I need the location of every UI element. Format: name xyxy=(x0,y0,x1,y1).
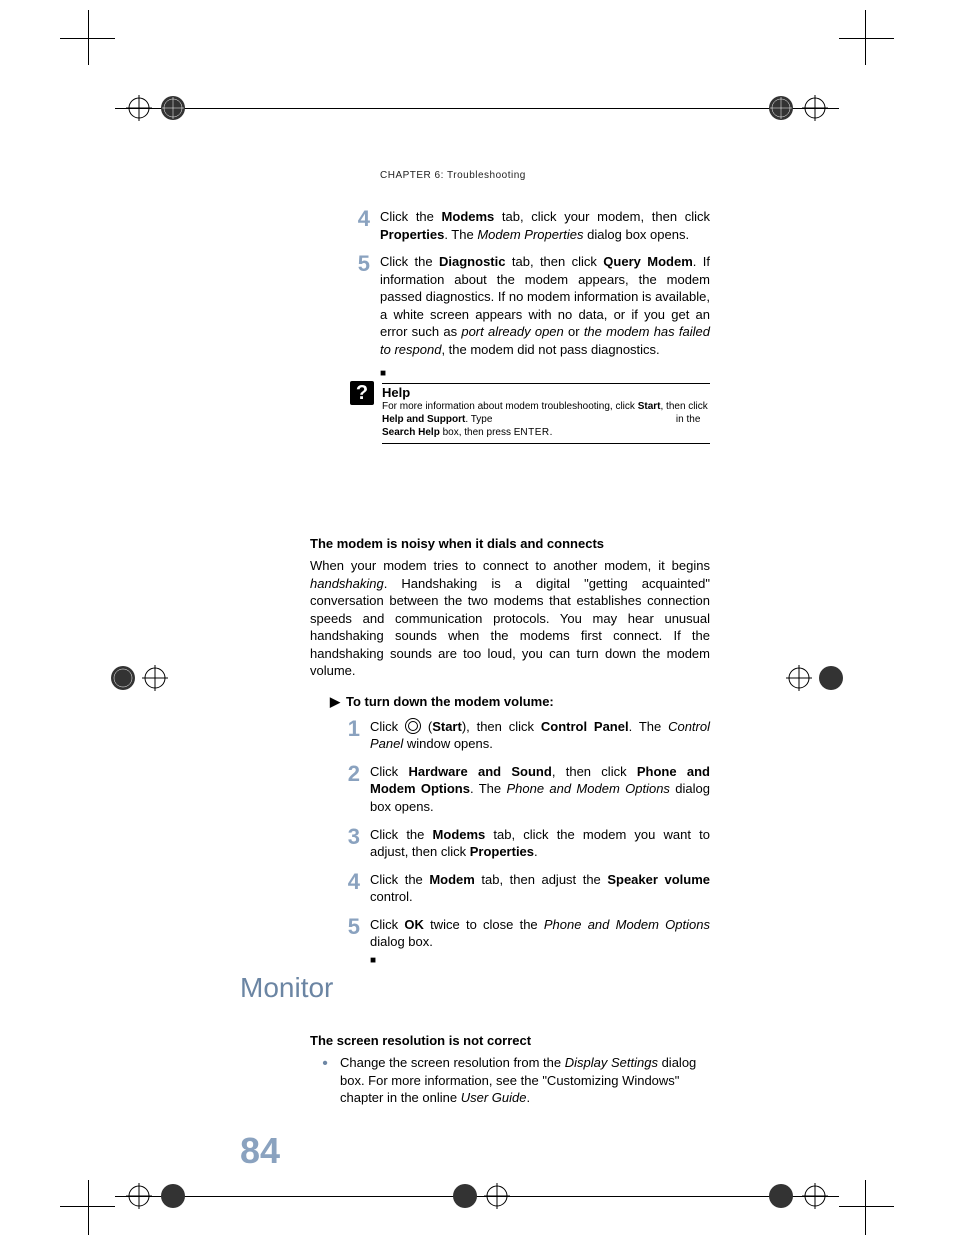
procedure-heading: ▶ To turn down the modem volume: xyxy=(330,694,710,710)
step-text: Click the Modems tab, click your modem, … xyxy=(380,208,710,243)
step: 1Click (Start), then click Control Panel… xyxy=(330,718,710,753)
register-target-icon xyxy=(110,665,136,691)
register-target-icon xyxy=(484,1183,510,1209)
help-box: ? Help For more information about modem … xyxy=(380,383,710,444)
step-number: 2 xyxy=(330,763,370,816)
end-procedure-icon: ■ xyxy=(370,955,710,966)
steps-block-a: 4Click the Modems tab, click your modem,… xyxy=(340,208,710,454)
step-number: 3 xyxy=(330,826,370,861)
step-number: 4 xyxy=(340,208,380,243)
step-number: 1 xyxy=(330,718,370,753)
register-target-icon xyxy=(818,665,844,691)
step-number: 5 xyxy=(330,916,370,951)
step-text: Click Hardware and Sound, then click Pho… xyxy=(370,763,710,816)
step: 3Click the Modems tab, click the modem y… xyxy=(330,826,710,861)
step: 4Click the Modem tab, then adjust the Sp… xyxy=(330,871,710,906)
register-target-icon xyxy=(786,665,812,691)
step-text: Click the Modem tab, then adjust the Spe… xyxy=(370,871,710,906)
section-title-monitor: Monitor xyxy=(240,972,333,1004)
register-target-icon xyxy=(160,95,186,121)
register-target-icon xyxy=(126,95,152,121)
crop-mark-tl xyxy=(60,10,130,80)
bullet-icon: • xyxy=(310,1054,340,1107)
help-title: Help xyxy=(382,383,710,400)
register-line-top xyxy=(115,108,839,109)
sub-heading-modem-noisy: The modem is noisy when it dials and con… xyxy=(310,536,710,551)
register-target-icon xyxy=(160,1183,186,1209)
end-procedure-icon: ■ xyxy=(380,368,710,379)
steps-block-b: 1Click (Start), then click Control Panel… xyxy=(330,718,710,951)
page-number: 84 xyxy=(240,1130,280,1172)
step-number: 5 xyxy=(340,253,380,358)
step: 2Click Hardware and Sound, then click Ph… xyxy=(330,763,710,816)
triangle-right-icon: ▶ xyxy=(330,694,340,710)
bullet-text: Change the screen resolution from the Di… xyxy=(340,1054,710,1107)
register-target-icon xyxy=(802,95,828,121)
step-text: Click OK twice to close the Phone and Mo… xyxy=(370,916,710,951)
chapter-title: : Troubleshooting xyxy=(441,170,526,181)
register-target-icon xyxy=(768,1183,794,1209)
step: 5Click the Diagnostic tab, then click Qu… xyxy=(340,253,710,358)
register-target-icon xyxy=(142,665,168,691)
bullet-item: • Change the screen resolution from the … xyxy=(310,1054,710,1107)
register-target-icon xyxy=(126,1183,152,1209)
monitor-section: The screen resolution is not correct • C… xyxy=(310,1033,710,1107)
step: 4Click the Modems tab, click your modem,… xyxy=(340,208,710,243)
procedure-heading-text: To turn down the modem volume: xyxy=(346,694,554,709)
sub-heading-screen-resolution: The screen resolution is not correct xyxy=(310,1033,710,1048)
step-text: Click the Modems tab, click the modem yo… xyxy=(370,826,710,861)
register-target-icon xyxy=(768,95,794,121)
help-icon: ? xyxy=(350,381,374,405)
chapter-header: CHAPTER 6: Troubleshooting xyxy=(380,170,526,181)
chapter-number: CHAPTER 6 xyxy=(380,170,441,181)
register-target-icon xyxy=(452,1183,478,1209)
step: 5Click OK twice to close the Phone and M… xyxy=(330,916,710,951)
crop-mark-br xyxy=(824,1165,894,1235)
step-text: Click (Start), then click Control Panel.… xyxy=(370,718,710,753)
help-body: For more information about modem trouble… xyxy=(382,400,710,444)
modem-noisy-section: The modem is noisy when it dials and con… xyxy=(310,520,710,966)
step-number: 4 xyxy=(330,871,370,906)
register-target-icon xyxy=(802,1183,828,1209)
page: CHAPTER 6: Troubleshooting 4Click the Mo… xyxy=(0,0,954,1235)
step-text: Click the Diagnostic tab, then click Que… xyxy=(380,253,710,358)
crop-mark-bl xyxy=(60,1165,130,1235)
paragraph-handshaking: When your modem tries to connect to anot… xyxy=(310,557,710,680)
crop-mark-tr xyxy=(824,10,894,80)
